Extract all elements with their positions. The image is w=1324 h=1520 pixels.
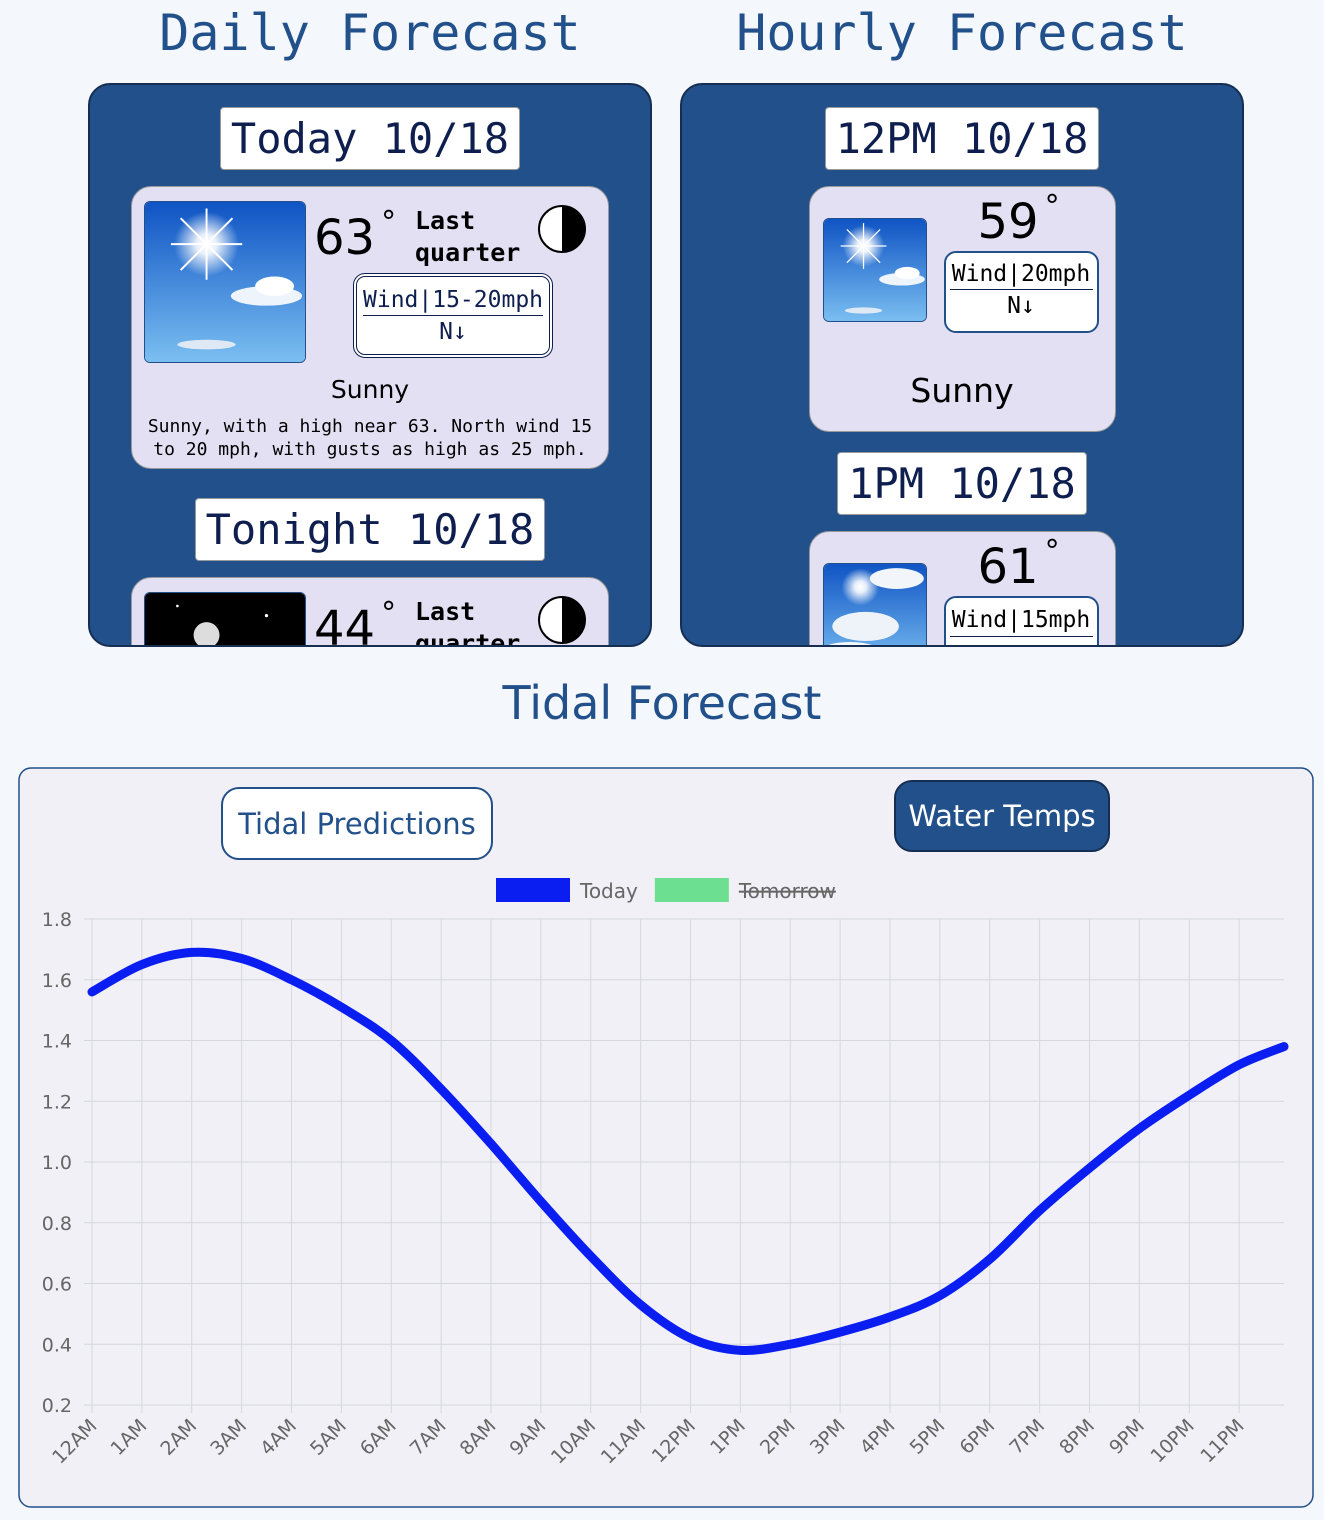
weather-icon	[144, 592, 306, 645]
forecast-card: 59 ° Wind|20mph N↓ Sunny	[808, 186, 1116, 432]
legend-label: Today	[579, 879, 638, 903]
wind-box: Wind|15-20mph N↓	[353, 273, 553, 358]
y-tick-label: 0.2	[42, 1395, 72, 1417]
y-tick-label: 1.8	[42, 909, 72, 931]
y-tick-label: 1.6	[42, 970, 72, 992]
temperature: 63 °	[314, 205, 396, 266]
wind-direction: N↓	[439, 319, 467, 345]
temp-value: 63	[314, 210, 376, 266]
daily-title: Daily Forecast	[159, 4, 581, 62]
moon-phase: Last quarter	[415, 597, 521, 647]
temperature: 59 °	[978, 189, 1060, 250]
y-tick-label: 0.6	[42, 1274, 72, 1296]
hourly-panel: 12PM 10/18 59 ° Wind|20mph N↓ Sunny 1PM 10…	[680, 83, 1244, 647]
temp-value: 61	[977, 539, 1039, 595]
wind: Wind|15-20mph	[363, 285, 543, 316]
detail: Sunny, with a high near 63. North wind 1…	[147, 416, 593, 460]
y-tick-label: 1.4	[42, 1031, 72, 1053]
period-label: 12PM 10/18	[824, 107, 1100, 170]
temp-unit: °	[1044, 534, 1060, 569]
temperature: 44 °	[314, 596, 397, 647]
wind-box: Wind|15mph	[943, 596, 1099, 645]
temp-unit: °	[381, 596, 397, 631]
weather-icon	[822, 563, 927, 645]
tide-line	[87, 947, 1289, 1355]
wind: Wind|15mph	[949, 604, 1093, 637]
wind: Wind|20mph	[949, 259, 1093, 290]
forecast-card: 44 ° Last quarter	[131, 577, 609, 647]
forecast-card: 61 ° Wind|15mph	[808, 531, 1116, 645]
condition: Sunny	[910, 371, 1014, 410]
y-tick-label: 0.4	[42, 1334, 72, 1356]
period-label: 1PM 10/18	[837, 452, 1087, 515]
temp-unit: °	[381, 205, 397, 240]
moon-icon	[538, 596, 586, 644]
weather-icon	[144, 201, 306, 363]
moon-icon	[538, 205, 586, 253]
condition: Sunny	[330, 375, 410, 404]
period-label: Today 10/18	[219, 107, 521, 170]
y-tick-label: 0.8	[42, 1213, 72, 1235]
temp-value: 59	[977, 194, 1039, 250]
period-label: Tonight 10/18	[194, 498, 546, 561]
daily-panel: Today 10/18 63 ° Last quarter Wind|15-20m…	[88, 83, 652, 647]
forecast-card: 63 ° Last quarter Wind|15-20mph N↓ Sunny S…	[131, 186, 609, 469]
water-temps-button[interactable]: Water Temps	[894, 780, 1110, 852]
y-tick-label: 1.2	[42, 1091, 72, 1113]
legend-swatch	[496, 878, 570, 902]
temperature: 61 °	[978, 534, 1060, 595]
hourly-title: Hourly Forecast	[736, 4, 1188, 62]
temp-unit: °	[1044, 189, 1060, 224]
y-tick-label: 1.0	[42, 1152, 72, 1174]
temp-value: 44	[314, 601, 376, 647]
moon-phase: Last quarter	[415, 206, 521, 267]
wind-box: Wind|20mph N↓	[943, 251, 1099, 333]
tidal-title: Tidal Forecast	[502, 676, 822, 730]
legend-swatch	[654, 878, 729, 902]
legend-label: Tomorrow	[738, 879, 836, 903]
wind-direction: N↓	[1007, 293, 1035, 319]
tidal-predictions-button[interactable]: Tidal Predictions	[221, 787, 493, 860]
weather-icon	[822, 218, 927, 322]
